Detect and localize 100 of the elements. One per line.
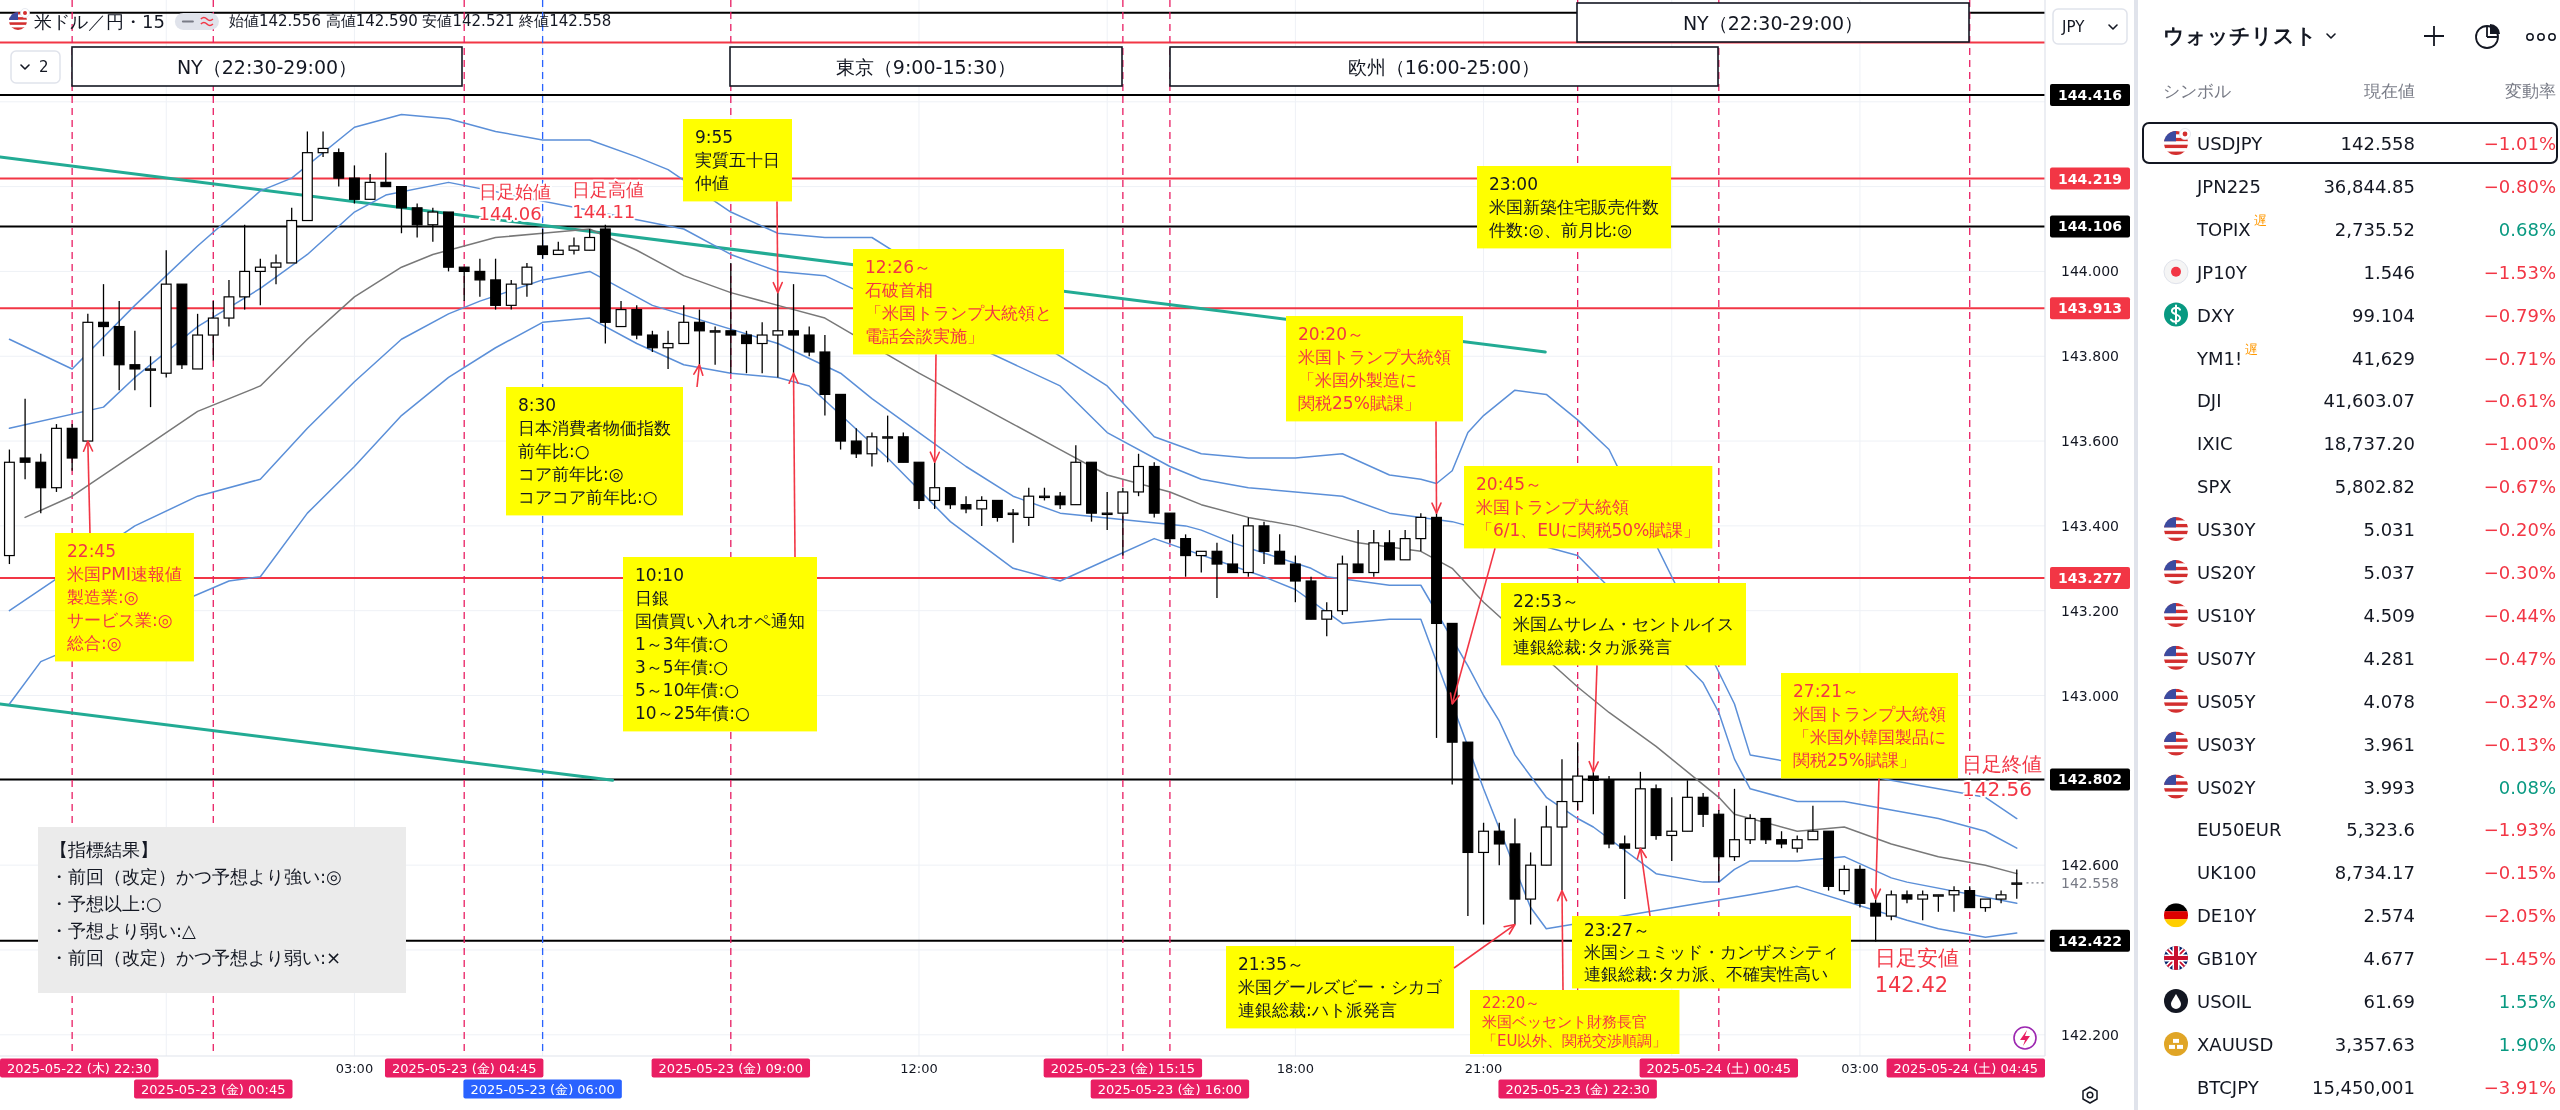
candlestick — [1948, 885, 1960, 913]
y-tick-label: 143.400 — [2061, 517, 2119, 534]
data-label: −0.20% — [2483, 518, 2556, 540]
y-tick-label: 143.000 — [2061, 687, 2119, 704]
candlestick — [882, 414, 894, 463]
data-label: −0.44% — [2483, 604, 2556, 626]
candlestick — [1352, 529, 1364, 574]
ref-line-label: 2025-05-23 (金) 06:00 — [470, 1081, 615, 1097]
annotation: 東京（9:00-15:30） — [835, 55, 1017, 78]
x-tick-label: 03:00 — [335, 1060, 374, 1076]
category-label: US05Y — [2197, 690, 2257, 712]
y-tick-label: 142.600 — [2061, 857, 2119, 874]
ref-line-label: 142.422 — [2058, 932, 2122, 949]
ref-line-label: 2025-05-23 (金) 09:00 — [658, 1060, 804, 1076]
annotation: 9:55実質五十日仲値 — [695, 127, 780, 194]
candlestick — [207, 300, 219, 362]
candlestick — [944, 487, 956, 510]
annotation: 【指標結果】・前回（改定）かつ予想より強い:◎・予想以上:○・予想より弱い:△・前回（改定）かつ予想より弱い:× — [50, 839, 342, 969]
x-tick-label: 18:00 — [1276, 1060, 1315, 1076]
data-label: −1.45% — [2483, 947, 2556, 969]
ref-line-label: 142.802 — [2058, 771, 2122, 788]
data-label: 4.509 — [2363, 604, 2415, 626]
candlestick — [960, 495, 972, 514]
candlestick — [866, 431, 878, 468]
data-label: 2,735.52 — [2334, 218, 2415, 240]
data-label: −0.32% — [2483, 690, 2556, 712]
ref-line-label: 2025-05-22 (木) 22:30 — [7, 1060, 152, 1076]
annotation: 22:45米国PMI速報値製造業:◎サービス業:◎総合:◎ — [66, 541, 182, 654]
category-label: USOIL — [2197, 990, 2252, 1012]
candlestick — [1289, 554, 1301, 603]
y-tick-label: 143.600 — [2061, 433, 2119, 450]
annotation: 12:26～石破首相「米国トランプ大統領と電話会談実施」 — [865, 257, 1052, 347]
candlestick — [991, 499, 1003, 523]
y-tick-label: 142.200 — [2061, 1026, 2119, 1043]
candlestick — [505, 279, 517, 311]
category-label: US07Y — [2197, 647, 2257, 669]
candlestick — [521, 262, 533, 298]
annotation: 21:35～米国グールズビー・シカゴ連銀総裁:ハト派発言 — [1238, 954, 1443, 1021]
ref-line-label: 143.277 — [2058, 570, 2122, 587]
category-label: US03Y — [2197, 733, 2257, 755]
category-label: TOPIX — [2196, 218, 2251, 240]
ref-line-label: 144.106 — [2058, 218, 2122, 235]
data-label: 5.037 — [2363, 561, 2415, 583]
data-label: 4.281 — [2363, 647, 2415, 669]
data-label: −0.15% — [2483, 861, 2556, 883]
ref-line-label: 142.558 — [2061, 874, 2119, 891]
data-label: −1.53% — [2483, 261, 2556, 283]
candlestick — [615, 300, 627, 328]
annotation: 22:53～米国ムサレム・セントルイス連銀総裁:タカ派発言 — [1513, 591, 1734, 658]
data-label: −0.13% — [2483, 733, 2556, 755]
category-label: DXY — [2197, 304, 2236, 326]
category-label: US10Y — [2197, 604, 2257, 626]
text: ウォッチリスト — [2163, 24, 2317, 48]
annotation: 27:21～米国トランプ大統領「米国外韓国製品に関税25%賦課」 — [1793, 681, 1946, 771]
category-label: JPN225 — [2196, 175, 2261, 197]
ref-line-label: 2025-05-24 (土) 00:45 — [1646, 1060, 1792, 1076]
data-label: 4.078 — [2363, 690, 2415, 712]
candlestick — [1227, 533, 1239, 574]
category-label: XAUUSD — [2197, 1033, 2274, 1055]
annotation: 日足安値142.42 — [1874, 946, 1959, 998]
category-label: DE10Y — [2197, 904, 2258, 926]
text: シンボル — [2163, 81, 2231, 101]
candlestick — [1399, 529, 1411, 561]
ref-line-label: 2025-05-23 (金) 16:00 — [1097, 1081, 1243, 1097]
candlestick — [1964, 885, 1976, 909]
category-label: UK100 — [2197, 861, 2257, 883]
candlestick — [537, 228, 549, 260]
annotation: 欧州（16:00-25:00） — [1347, 55, 1541, 78]
data-label: 1.90% — [2498, 1033, 2556, 1055]
candlestick — [1666, 796, 1678, 862]
data-label: 18,737.20 — [2323, 432, 2415, 454]
text: 米ドル／円・15 — [34, 10, 165, 32]
candlestick — [1211, 542, 1223, 599]
candlestick — [1744, 813, 1756, 845]
candlestick — [709, 325, 721, 366]
annotation: 20:45～米国トランプ大統領「6/1、EUに関税50%賦課」 — [1476, 474, 1701, 541]
candlestick — [98, 283, 109, 357]
category-label: USDJPY — [2197, 132, 2264, 154]
candlestick — [270, 253, 282, 285]
category-label: JP10Y — [2196, 261, 2249, 283]
data-label: −0.61% — [2483, 389, 2556, 411]
candlestick — [1023, 487, 1035, 527]
candlestick — [756, 321, 768, 374]
annotation: 23:00米国新築住宅販売件数件数:◎、前月比:◎ — [1489, 174, 1659, 241]
candlestick — [1478, 822, 1490, 926]
category-label: SPX — [2197, 475, 2232, 497]
candlestick — [1917, 889, 1929, 921]
y-tick-label: 144.000 — [2061, 263, 2119, 280]
text: 遅 — [2245, 341, 2259, 356]
data-label: 3,357.63 — [2334, 1033, 2415, 1055]
candlestick — [678, 304, 690, 345]
ref-line-label: 2025-05-24 (土) 04:45 — [1893, 1060, 2038, 1076]
candlestick — [1195, 550, 1207, 574]
x-tick-label: 03:00 — [1841, 1060, 1879, 1076]
data-label: −1.01% — [2483, 132, 2556, 154]
annotation: NY（22:30-29:00） — [176, 55, 358, 78]
data-label: 1.55% — [2498, 990, 2556, 1012]
ref-line-label: 2025-05-23 (金) 00:45 — [141, 1081, 286, 1097]
data-label: −1.00% — [2483, 432, 2556, 454]
category-label: US20Y — [2197, 561, 2257, 583]
